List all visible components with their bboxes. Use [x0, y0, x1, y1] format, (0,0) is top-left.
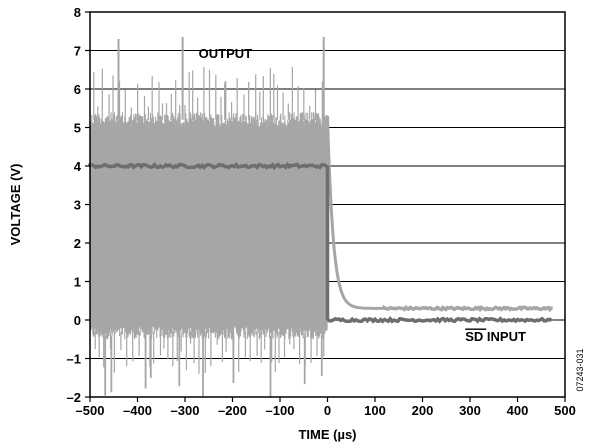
x-tick-label: –100: [266, 403, 295, 418]
y-axis-title: VOLTAGE (V): [8, 164, 23, 246]
y-tick-label: 4: [74, 159, 82, 174]
y-tick-label: 8: [74, 5, 81, 20]
sd-input-annotation: SD INPUT: [465, 329, 526, 344]
x-tick-label: –300: [171, 403, 200, 418]
axis-ticks: [85, 11, 566, 402]
output-switching-band: [89, 112, 328, 340]
x-axis-title: TIME (µs): [298, 427, 356, 442]
figure-code: 07243-031: [575, 348, 585, 391]
x-tick-label: 300: [459, 403, 481, 418]
x-tick-label: 400: [507, 403, 529, 418]
y-tick-labels: –2 –1 0 1 2 3 4 5 6 7 8: [67, 5, 82, 405]
y-tick-label: 3: [74, 198, 81, 213]
output-settled-tail: [382, 304, 553, 313]
y-tick-label: 2: [74, 236, 81, 251]
output-series: [89, 37, 553, 397]
y-tick-label: 1: [74, 275, 81, 290]
sd-input-trace: [88, 161, 553, 324]
x-tick-label: 0: [324, 403, 331, 418]
x-tick-label: 100: [364, 403, 386, 418]
y-tick-label: –1: [67, 352, 81, 367]
y-tick-label: –2: [67, 390, 81, 405]
x-tick-label: 500: [554, 403, 576, 418]
output-decay: [326, 115, 385, 310]
x-tick-label: 200: [412, 403, 434, 418]
y-tick-label: 6: [74, 82, 81, 97]
x-tick-label: –500: [76, 403, 105, 418]
y-tick-label: 0: [74, 313, 81, 328]
output-annotation: OUTPUT: [199, 46, 253, 61]
x-tick-labels: –500 –400 –300 –200 –100 0 100 200 300 400 500: [76, 403, 576, 418]
y-tick-label: 7: [74, 44, 81, 59]
x-tick-label: –400: [123, 403, 152, 418]
sd-input-series: [88, 161, 553, 324]
x-tick-label: –200: [218, 403, 247, 418]
y-tick-label: 5: [74, 121, 81, 136]
